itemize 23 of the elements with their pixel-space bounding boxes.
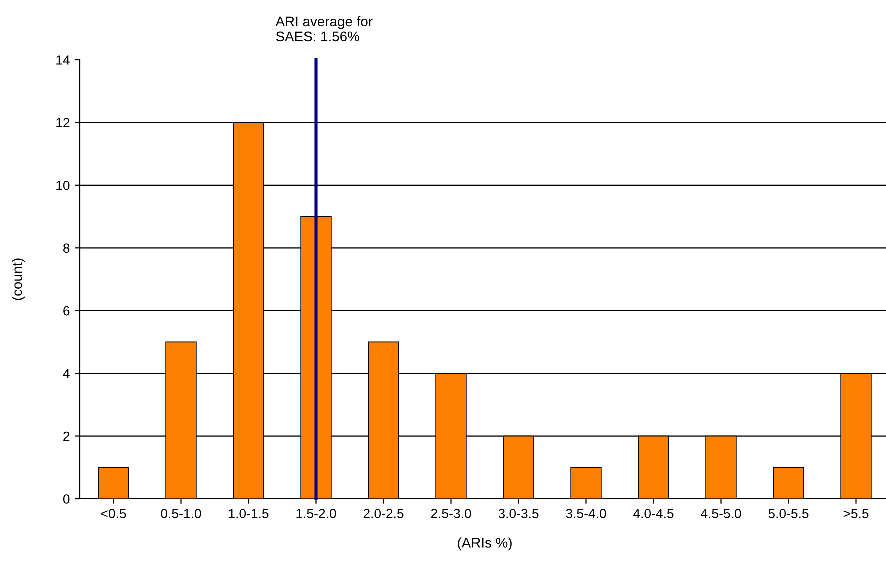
x-tick-label: 3.5-4.0 bbox=[566, 509, 606, 518]
x-tick-label: 5.0-5.5 bbox=[768, 509, 809, 518]
x-tick-label: <0.5 bbox=[101, 509, 126, 518]
y-axis-title: (count) bbox=[12, 258, 26, 300]
x-tick-label: 2.5-3.0 bbox=[431, 509, 472, 518]
x-tick-label: 4.0-4.5 bbox=[634, 509, 674, 518]
y-tick-label: 4 bbox=[63, 369, 70, 378]
x-tick-label: 0.5-1.0 bbox=[161, 509, 202, 518]
x-tick-label: 3.0-3.5 bbox=[498, 509, 539, 518]
y-tick-label: 10 bbox=[56, 180, 70, 190]
x-tick-label: 4.5-5.0 bbox=[701, 509, 742, 518]
y-tick-label: 2 bbox=[64, 432, 70, 442]
y-tick-label: 8 bbox=[64, 244, 70, 254]
y-tick-label: 6 bbox=[64, 306, 70, 316]
x-tick-label: 1.5-2.0 bbox=[296, 509, 336, 518]
x-tick-label: 2.0-2.5 bbox=[364, 509, 404, 518]
x-tick-label: 1.0-1.5 bbox=[229, 509, 269, 518]
x-tick-label: >5.5 bbox=[844, 509, 869, 518]
y-tick-label: 14 bbox=[56, 56, 70, 65]
y-tick-label: 12 bbox=[56, 118, 70, 128]
y-tick-label: 0 bbox=[63, 494, 70, 504]
ref-line-label: ARI average for SAES: 1.56% bbox=[276, 16, 373, 42]
x-axis-title: (ARIs %) bbox=[458, 538, 512, 551]
